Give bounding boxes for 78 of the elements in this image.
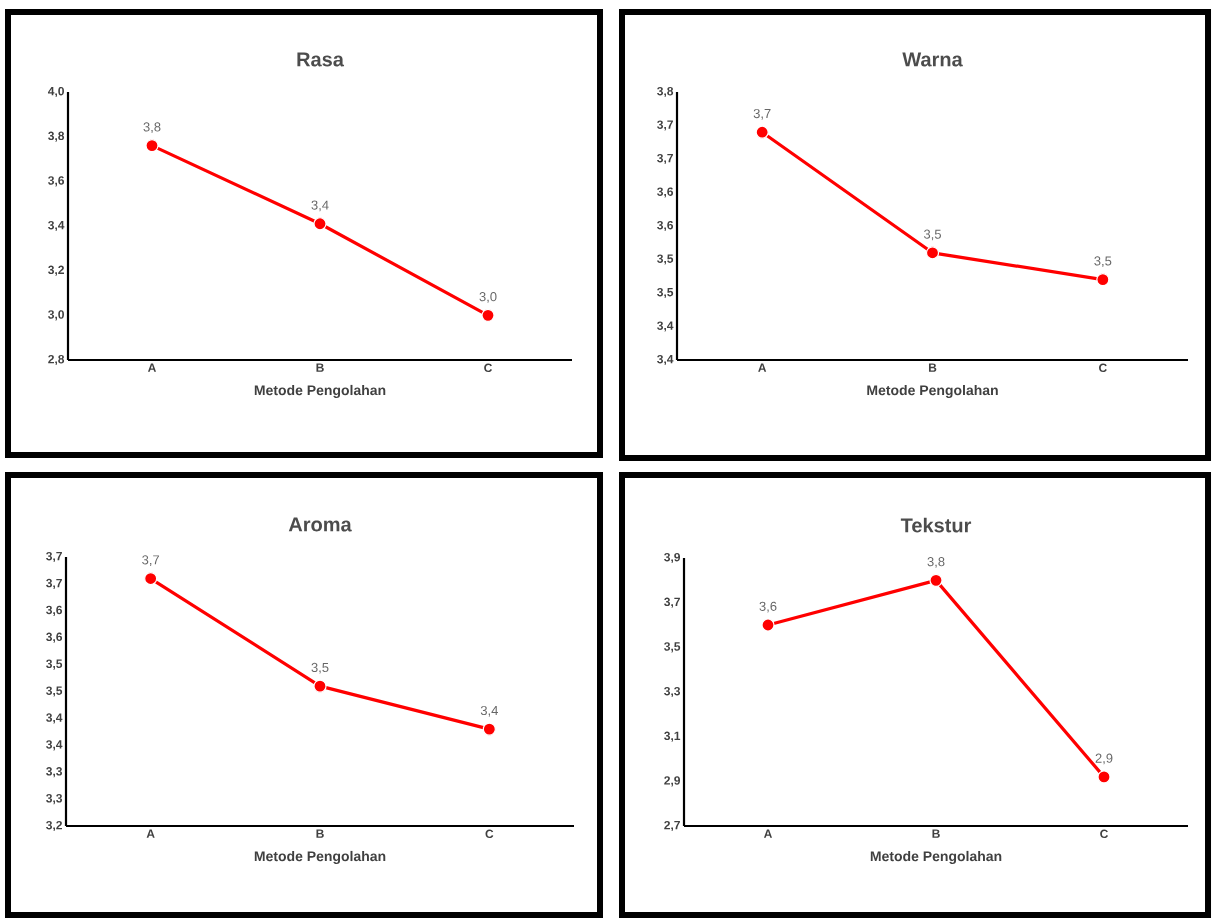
x-axis-title: Metode Pengolahan xyxy=(870,850,1002,865)
data-label: 3,5 xyxy=(923,229,941,241)
y-tick-label: 3,7 xyxy=(46,551,62,563)
y-tick-label: 3,6 xyxy=(46,605,63,616)
point xyxy=(313,217,327,231)
y-tick-label: 3,4 xyxy=(46,713,63,724)
point xyxy=(1096,273,1110,287)
x-tick-label: A xyxy=(147,363,157,372)
point xyxy=(755,125,769,139)
y-tick-label: 3,1 xyxy=(664,731,681,742)
data-label: 3,6 xyxy=(759,601,777,613)
y-tick-label: 3,7 xyxy=(657,153,673,165)
y-tick-label: 3,6 xyxy=(48,176,65,187)
y-tick-label: 3,3 xyxy=(46,794,63,805)
y-tick-label: 3,0 xyxy=(48,310,64,321)
y-tick-label: 3,4 xyxy=(657,321,674,332)
y-tick-label: 3,4 xyxy=(46,740,63,751)
y-tick-label: 3,5 xyxy=(657,287,674,299)
y-tick-label: 3,5 xyxy=(664,642,681,653)
y-tick-label: 3,4 xyxy=(657,354,674,366)
point xyxy=(144,571,158,586)
y-tick-label: 3,3 xyxy=(46,767,63,778)
point xyxy=(1097,770,1111,784)
y-tick-label: 3,5 xyxy=(657,254,674,265)
y-tick-label: 4,0 xyxy=(47,86,64,98)
y-tick-label: 2,9 xyxy=(664,776,681,787)
x-tick-label: B xyxy=(316,829,324,838)
y-tick-label: 3,5 xyxy=(46,686,63,697)
y-tick-label: 3,7 xyxy=(657,120,673,131)
chart-title: Aroma xyxy=(288,517,352,532)
y-tick-label: 3,6 xyxy=(657,187,674,198)
x-tick-label: C xyxy=(485,829,494,839)
data-label: 3,0 xyxy=(479,292,497,303)
y-tick-label: 3,3 xyxy=(664,686,681,698)
x-tick-label: A xyxy=(146,829,155,838)
data-label: 3,4 xyxy=(480,705,498,717)
y-tick-label: 3,2 xyxy=(48,265,64,276)
point xyxy=(929,573,943,587)
y-tick-label: 2,7 xyxy=(664,820,680,832)
data-label: 3,4 xyxy=(311,200,329,212)
data-label: 3,5 xyxy=(311,662,329,674)
x-tick-label: C xyxy=(1100,829,1109,839)
y-tick-label: 3,7 xyxy=(664,597,680,608)
data-label: 3,8 xyxy=(143,122,161,134)
x-axis-title: Metode Pengolahan xyxy=(254,850,386,865)
x-tick-label: B xyxy=(932,829,940,838)
chart-title: Tekstur xyxy=(900,517,972,533)
x-axis-title: Metode Pengolahan xyxy=(254,384,386,399)
data-label: 3,5 xyxy=(1094,256,1112,268)
point xyxy=(925,246,940,260)
y-tick-label: 3,7 xyxy=(46,578,62,590)
point xyxy=(145,139,159,153)
point xyxy=(313,679,327,693)
x-tick-label: A xyxy=(763,829,773,838)
data-label: 3,8 xyxy=(927,557,945,568)
x-tick-label: B xyxy=(316,363,324,372)
data-label: 3,7 xyxy=(142,555,160,566)
y-tick-label: 3,4 xyxy=(48,220,65,232)
data-label: 3,7 xyxy=(753,108,771,120)
x-tick-label: B xyxy=(928,363,937,372)
x-tick-label: C xyxy=(484,363,493,373)
x-tick-label: A xyxy=(758,363,767,372)
y-tick-label: 3,9 xyxy=(664,552,681,564)
y-tick-label: 3,6 xyxy=(657,220,674,232)
data-label: 2,9 xyxy=(1095,753,1113,765)
point xyxy=(482,722,496,736)
point xyxy=(481,308,495,322)
y-tick-label: 3,2 xyxy=(46,820,62,832)
x-tick-label: C xyxy=(1099,363,1107,373)
x-axis-title: Metode Pengolahan xyxy=(867,384,998,399)
y-tick-label: 3,8 xyxy=(657,86,674,98)
chart-title: Rasa xyxy=(297,52,345,67)
y-tick-label: 2,8 xyxy=(48,354,65,366)
chart-title: Warna xyxy=(902,52,963,67)
y-tick-label: 3,5 xyxy=(46,659,63,670)
y-tick-label: 3,6 xyxy=(46,632,63,643)
point xyxy=(761,618,775,632)
y-tick-label: 3,8 xyxy=(48,131,65,142)
